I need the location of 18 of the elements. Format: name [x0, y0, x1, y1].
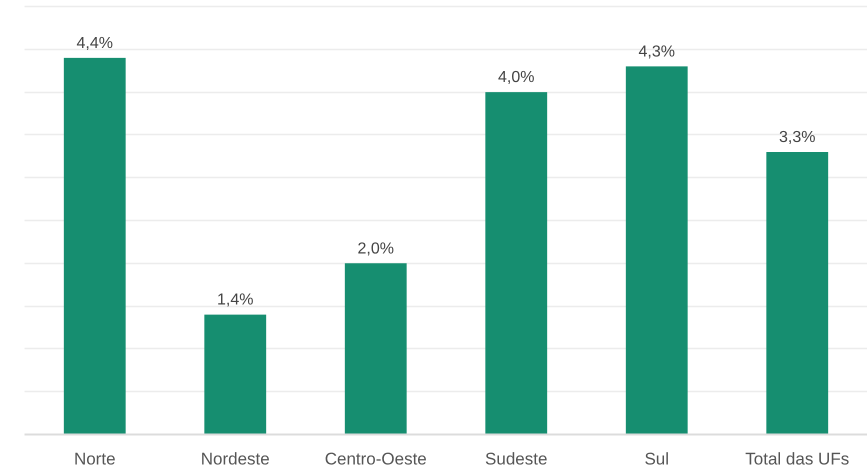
bar: [344, 263, 407, 434]
x-tick-label: Norte: [74, 450, 116, 468]
data-label: 4,0%: [498, 69, 534, 86]
bar: [485, 92, 548, 434]
x-tick-label: Sudeste: [485, 450, 548, 468]
x-tick-label: Total das UFs: [745, 450, 850, 468]
bar: [204, 314, 266, 434]
x-tick-label: Sul: [644, 450, 670, 468]
data-label: 4,4%: [76, 34, 113, 52]
data-label: 1,4%: [217, 292, 254, 309]
data-label: 2,0%: [358, 240, 394, 258]
x-tick-label: Nordeste: [200, 450, 270, 468]
x-tick-label: Centro-Oeste: [324, 450, 427, 468]
data-label: 3,3%: [779, 129, 816, 146]
bar: [766, 152, 828, 434]
bar: [626, 66, 688, 434]
data-label: 4,3%: [638, 43, 675, 60]
bar: [64, 58, 126, 434]
